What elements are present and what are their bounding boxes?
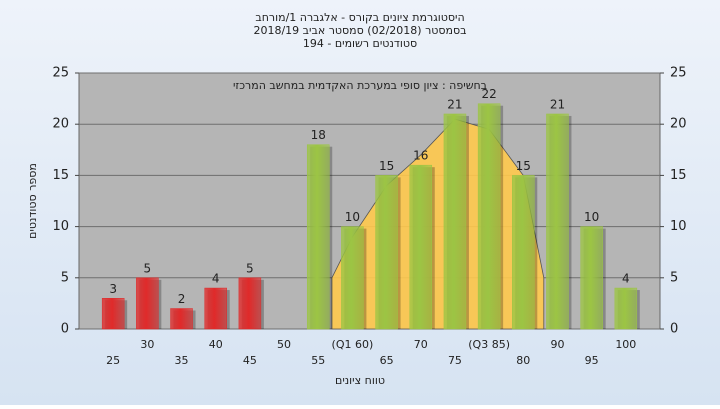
y-tick-label: 10 <box>52 219 69 234</box>
bar <box>580 226 603 330</box>
y-axis-label: מספר סטודנטים <box>26 163 39 239</box>
bar <box>477 103 501 330</box>
y2-tick-label: 15 <box>670 168 687 183</box>
x-tick-label: 30 <box>140 338 154 351</box>
x-tick-label: 35 <box>175 354 189 367</box>
bar <box>204 287 227 330</box>
x-tick-label: 65 <box>380 354 394 367</box>
chart-subtitle: בסמסטר (02/2018) סמסטר אביב 2018/19 <box>253 24 466 37</box>
x-tick-label: 40 <box>209 338 223 351</box>
x-tick-label: 90 <box>550 338 564 351</box>
data-label: 10 <box>345 210 360 224</box>
x-tick-label: 100 <box>615 338 636 351</box>
x-tick-label: 75 <box>448 354 462 367</box>
x-tick-label: 50 <box>277 338 291 351</box>
y2-tick-label: 0 <box>670 322 678 337</box>
x-tick-label: 55 <box>311 354 325 367</box>
data-label: 5 <box>144 261 152 275</box>
annotation: בחשיפה : ציון סופי במערכת האקדמית במחשב … <box>233 79 487 92</box>
bar <box>170 308 193 330</box>
y2-tick-label: 10 <box>670 219 687 234</box>
x-tick-label: 80 <box>516 354 530 367</box>
y-tick-label: 0 <box>61 322 69 337</box>
data-label: 4 <box>622 272 630 286</box>
x-axis-label: טווח ציונים <box>335 374 385 387</box>
y-tick-label: 5 <box>61 270 69 285</box>
y2-tick-label: 20 <box>670 117 687 132</box>
x-tick-label: 45 <box>243 354 257 367</box>
y-tick-label: 15 <box>52 168 69 183</box>
bar <box>375 175 398 330</box>
y-tick-label: 20 <box>52 117 69 132</box>
data-label: 5 <box>246 261 254 275</box>
bar <box>136 277 159 330</box>
bar <box>101 298 125 330</box>
data-label: 2 <box>178 292 186 306</box>
y2-tick-label: 5 <box>670 270 678 285</box>
data-label: 21 <box>447 97 462 111</box>
data-label: 21 <box>550 97 565 111</box>
data-label: 16 <box>413 149 428 163</box>
bar <box>443 113 467 330</box>
y-tick-label: 25 <box>52 66 69 81</box>
x-tick-label: (Q1 60) <box>332 338 374 351</box>
y2-tick-label: 25 <box>670 66 687 81</box>
data-label: 18 <box>311 128 326 142</box>
chart-subtitle: סטודנטים רשומים - 194 <box>303 37 417 50</box>
bar <box>614 287 638 330</box>
x-tick-label: 25 <box>106 354 120 367</box>
bar <box>306 144 330 330</box>
bar <box>512 175 535 330</box>
data-label: 10 <box>584 210 599 224</box>
data-label: 3 <box>109 282 117 296</box>
x-tick-label: 70 <box>414 338 428 351</box>
data-label: 15 <box>516 159 531 173</box>
bar <box>341 226 364 330</box>
x-tick-label: 95 <box>585 354 599 367</box>
data-label: 4 <box>212 272 220 286</box>
data-label: 15 <box>379 159 394 173</box>
x-tick-label: (Q3 85) <box>468 338 510 351</box>
data-label: 22 <box>481 87 496 101</box>
bar <box>546 113 569 330</box>
chart-title: היסטוגרמת ציונים בקורס - אלגברה 1/מורחב <box>255 11 464 24</box>
bar <box>238 277 262 330</box>
bar <box>409 164 433 330</box>
